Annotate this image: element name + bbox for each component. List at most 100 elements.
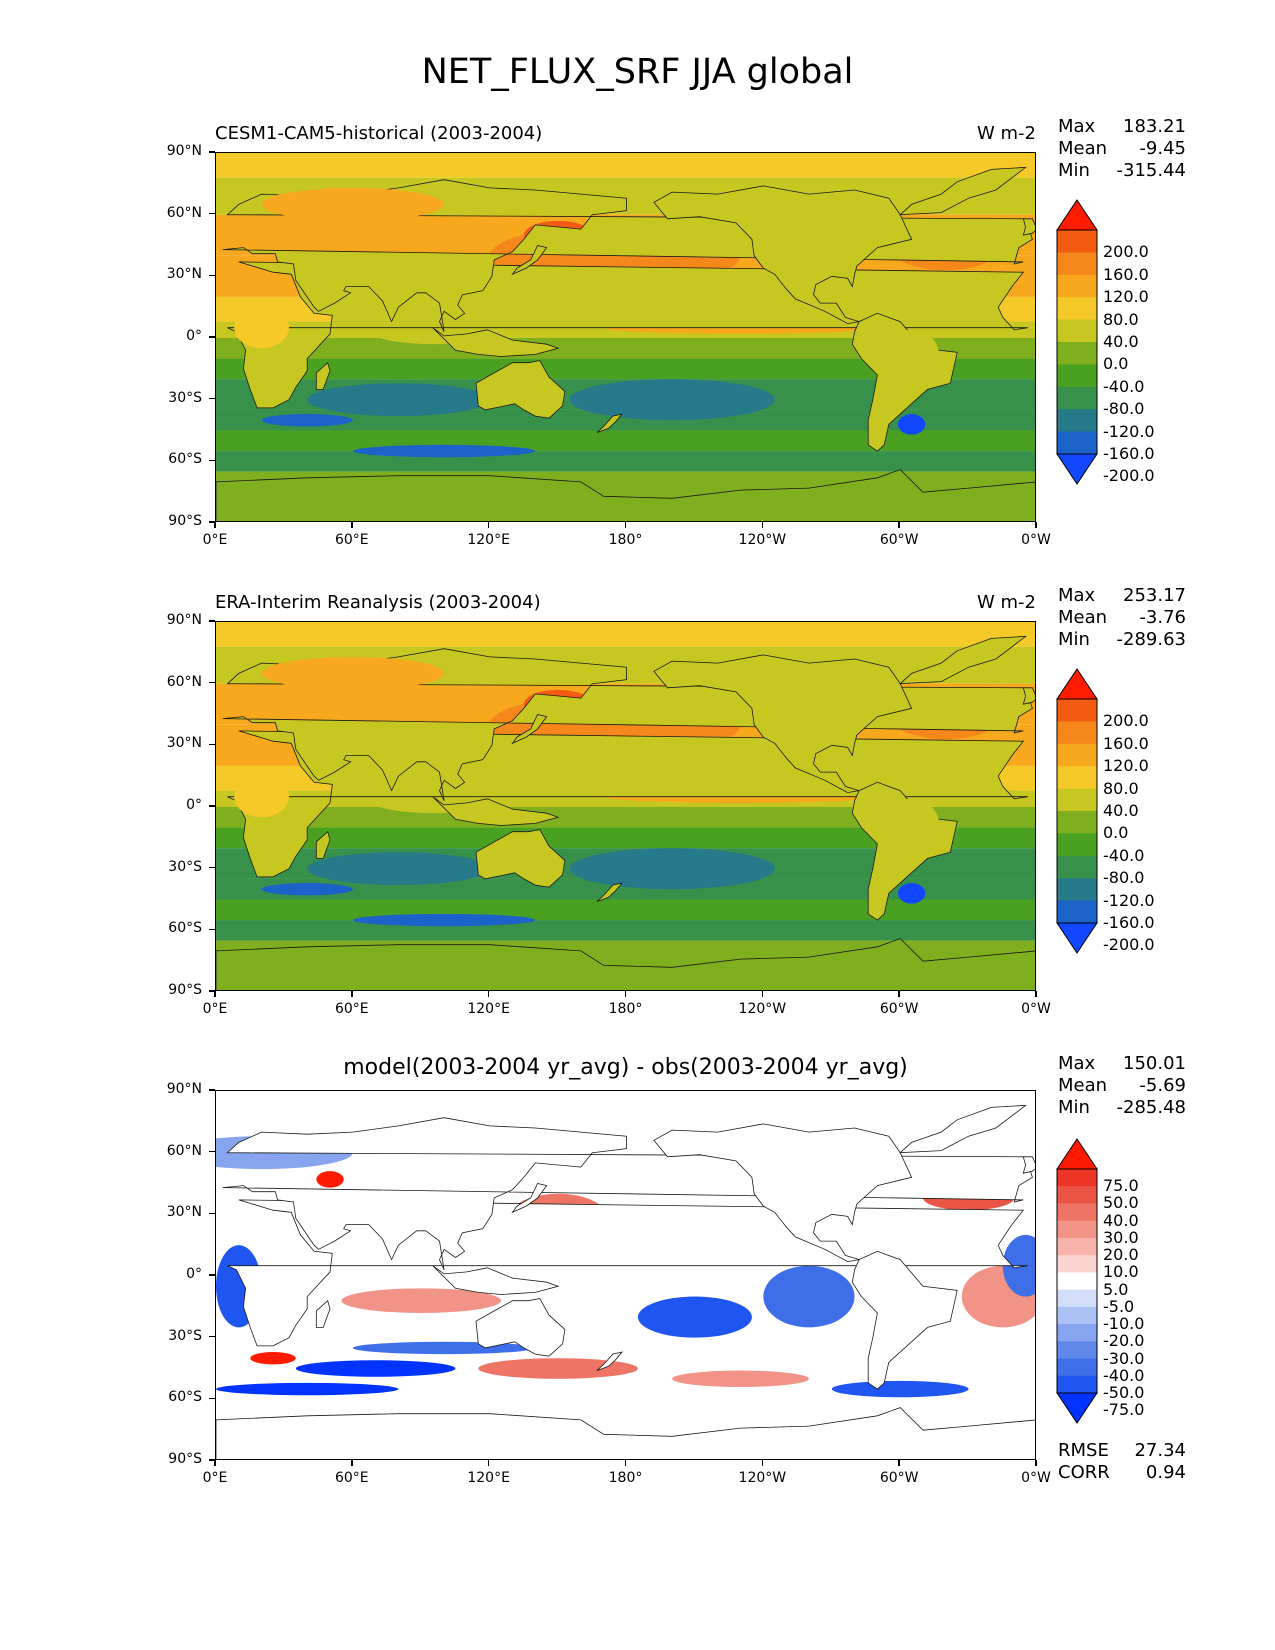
colorbar-extend-min bbox=[1056, 1392, 1098, 1424]
map-diff bbox=[215, 1090, 1036, 1460]
y-tick bbox=[209, 990, 215, 992]
colorbar-tick-label: -200.0 bbox=[1103, 935, 1155, 955]
colorbar-tick-label: 75.0 bbox=[1103, 1176, 1139, 1196]
colorbar-segment bbox=[1057, 1186, 1097, 1204]
colorbar-extend-max bbox=[1056, 668, 1098, 700]
colorbar bbox=[1056, 668, 1098, 954]
flux-feature-southern-ocean bbox=[352, 444, 536, 458]
stat-min-label: Min bbox=[1058, 160, 1090, 181]
colorbar-segment bbox=[1057, 1237, 1097, 1256]
colorbar-tick-label: 30.0 bbox=[1103, 1227, 1139, 1247]
diff-feature bbox=[352, 1341, 536, 1355]
x-tick-label: 120°E bbox=[467, 532, 510, 548]
flux-band bbox=[216, 358, 1035, 380]
corr-label: CORR bbox=[1058, 1462, 1110, 1483]
y-tick bbox=[209, 151, 215, 153]
x-tick bbox=[487, 522, 490, 528]
colorbar-segment bbox=[1057, 1255, 1097, 1273]
x-tick bbox=[351, 991, 353, 997]
continent-antarctica bbox=[216, 938, 1035, 990]
continent-japan bbox=[511, 714, 548, 745]
x-tick-label: 0°E bbox=[202, 1001, 228, 1017]
diff-feature bbox=[250, 1352, 296, 1365]
continent-europe-asia bbox=[222, 1117, 1033, 1270]
flux-feature-southern-ocean bbox=[352, 913, 536, 927]
colorbar-segment bbox=[1057, 386, 1097, 410]
continent-uk bbox=[1022, 1156, 1035, 1174]
continent-madagascar bbox=[315, 830, 331, 859]
colorbar-segment bbox=[1057, 431, 1097, 455]
colorbar-segment bbox=[1057, 274, 1097, 298]
x-tick bbox=[761, 1460, 764, 1466]
colorbar-tick-label: -200.0 bbox=[1103, 466, 1155, 486]
continent-new-zealand bbox=[596, 1351, 623, 1371]
diff-feature bbox=[478, 1358, 638, 1379]
x-tick-label: 120°E bbox=[467, 1001, 510, 1017]
colorbar-segment bbox=[1057, 699, 1097, 722]
colorbar-tick-label: 50.0 bbox=[1103, 1193, 1139, 1213]
diff-feature bbox=[763, 1265, 855, 1328]
flux-band bbox=[216, 153, 1035, 178]
y-tick bbox=[209, 459, 215, 462]
x-tick-label: 60°E bbox=[334, 1470, 369, 1486]
y-tick bbox=[209, 681, 215, 684]
colorbar-segment bbox=[1057, 900, 1097, 924]
land-feature-siberia bbox=[261, 187, 445, 221]
flux-feature-south-pacific bbox=[569, 848, 775, 890]
panel-units: W m-2 bbox=[976, 592, 1036, 613]
colorbar-tick-label: 0.0 bbox=[1103, 823, 1129, 843]
x-tick-label: 60°E bbox=[334, 532, 369, 548]
colorbar-segment bbox=[1057, 788, 1097, 812]
stat-max-label: Max bbox=[1058, 1053, 1096, 1074]
colorbar-frame bbox=[1056, 229, 1098, 455]
y-tick-label: 30°N bbox=[166, 266, 202, 283]
map-obs-field bbox=[216, 622, 1035, 990]
stat-min-label: Min bbox=[1058, 629, 1090, 650]
x-tick bbox=[351, 1460, 353, 1466]
colorbar-tick-label: 120.0 bbox=[1103, 287, 1149, 307]
colorbar-tick-label: 160.0 bbox=[1103, 733, 1149, 753]
x-tick bbox=[624, 1460, 627, 1466]
stat-min-label: Min bbox=[1058, 1097, 1090, 1118]
continent-antarctica bbox=[216, 1407, 1035, 1459]
colorbar-tick-label: 40.0 bbox=[1103, 801, 1139, 820]
y-tick bbox=[209, 336, 215, 338]
land-feature-africa bbox=[234, 307, 289, 349]
map-obs bbox=[215, 621, 1036, 991]
diff-feature bbox=[316, 1171, 344, 1188]
colorbar-segment bbox=[1057, 1203, 1097, 1222]
y-tick-label: 90°N bbox=[166, 612, 202, 628]
stat-min: -285.48 bbox=[1116, 1097, 1186, 1118]
panel-obs: ERA-Interim Reanalysis (2003-2004) W m-2… bbox=[0, 0, 1275, 1017]
y-tick bbox=[209, 1150, 215, 1153]
x-tick bbox=[898, 1460, 900, 1466]
continent-north-america bbox=[653, 654, 913, 794]
y-tick-label: 90°S bbox=[168, 1451, 202, 1467]
rmse-value: 27.34 bbox=[1134, 1440, 1186, 1461]
colorbar-tick-label: -80.0 bbox=[1103, 399, 1145, 419]
colorbar-tick-label: 5.0 bbox=[1103, 1279, 1129, 1299]
colorbar-tick-label: -40.0 bbox=[1103, 1365, 1145, 1385]
x-tick bbox=[898, 522, 900, 528]
continent-uk bbox=[1022, 218, 1035, 236]
x-tick-label: 120°W bbox=[738, 1470, 787, 1486]
diff-feature bbox=[831, 1380, 969, 1398]
y-tick-label: 90°S bbox=[168, 513, 202, 529]
colorbar-extend-min bbox=[1056, 922, 1098, 954]
x-tick bbox=[214, 1460, 216, 1466]
x-tick-label: 60°W bbox=[879, 1470, 919, 1486]
continent-north-america bbox=[653, 185, 913, 325]
x-tick bbox=[351, 522, 353, 528]
continent-greenland bbox=[899, 1104, 1027, 1154]
continent-japan bbox=[511, 245, 548, 276]
colorbar bbox=[1056, 199, 1098, 485]
colorbar-tick-label: -160.0 bbox=[1103, 913, 1155, 932]
continent-new-zealand bbox=[596, 413, 623, 433]
y-tick-label: 90°N bbox=[166, 1081, 202, 1097]
continent-indonesia bbox=[432, 796, 560, 826]
y-tick bbox=[209, 212, 215, 215]
x-tick-label: 0°W bbox=[1021, 1470, 1051, 1486]
y-tick-label: 30°N bbox=[166, 1204, 202, 1221]
x-tick-label: 60°W bbox=[879, 532, 919, 548]
stat-max: 253.17 bbox=[1123, 585, 1186, 606]
